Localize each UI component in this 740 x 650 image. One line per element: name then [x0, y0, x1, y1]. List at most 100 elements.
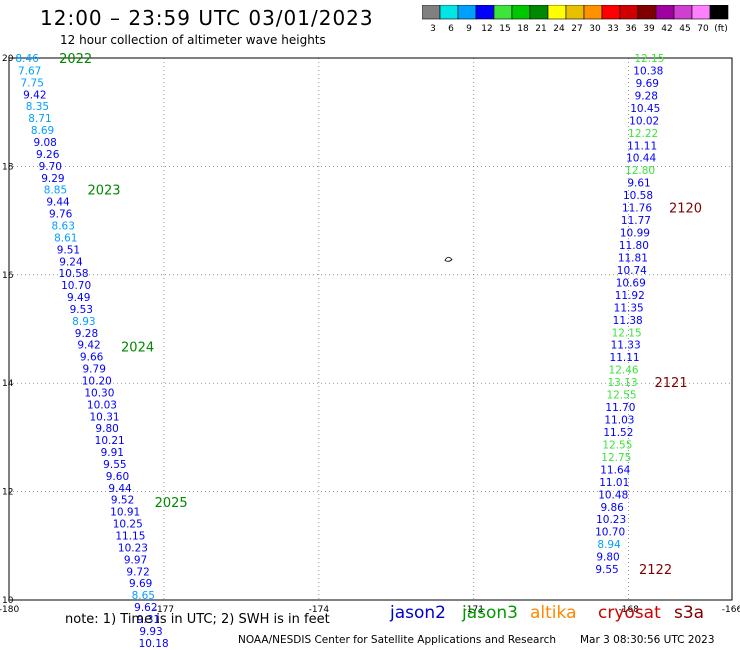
wave-height-value: 8.93 — [72, 316, 95, 328]
wave-height-value: 11.15 — [115, 531, 145, 543]
wave-height-value: 9.28 — [75, 328, 98, 340]
wave-height-value: 9.26 — [36, 149, 60, 161]
wave-height-value: 9.69 — [129, 578, 152, 590]
wave-height-value: 10.21 — [95, 435, 125, 447]
wave-height-value: 9.49 — [67, 292, 90, 304]
wave-height-value: 11.77 — [621, 215, 651, 227]
wave-height-value: 9.44 — [108, 483, 132, 495]
wave-height-value: 10.69 — [616, 277, 646, 289]
wave-height-value: 11.35 — [614, 302, 644, 314]
wave-height-value: 9.52 — [111, 495, 134, 507]
wave-height-value: 9.24 — [59, 256, 83, 268]
wave-height-value: 9.55 — [595, 564, 618, 576]
scale-label: 3 — [430, 24, 436, 34]
wave-height-value: 10.03 — [87, 399, 117, 411]
wave-height-value: 7.67 — [18, 65, 41, 77]
pass-time-label: 2023 — [87, 184, 120, 199]
legend-cryosat: cryosat — [598, 603, 661, 623]
wave-height-value: 11.01 — [599, 477, 629, 489]
wave-height-value: 8.65 — [132, 590, 155, 602]
wave-height-value: 8.69 — [31, 125, 54, 137]
wave-height-value: 9.66 — [80, 352, 104, 364]
wave-height-value: 8.85 — [44, 185, 67, 197]
wave-height-value: 12.15 — [634, 53, 664, 65]
wave-height-value: 9.44 — [46, 197, 70, 209]
wave-height-value: 9.69 — [636, 78, 659, 90]
wave-height-value: 9.42 — [77, 340, 100, 352]
island-outline — [444, 256, 453, 262]
wave-height-value: 9.80 — [95, 423, 118, 435]
wave-height-value: 10.20 — [82, 375, 112, 387]
scale-label: 39 — [643, 24, 655, 34]
wave-height-value: 13.13 — [607, 377, 637, 389]
wave-height-value: 11.80 — [619, 240, 649, 252]
legend-jason3: jason3 — [462, 603, 518, 623]
wave-height-value: 9.29 — [41, 173, 64, 185]
wave-height-value: 12.75 — [601, 452, 631, 464]
wave-height-value: 10.58 — [623, 190, 653, 202]
wave-height-value: 12.46 — [609, 365, 639, 377]
scale-label: 27 — [571, 24, 582, 34]
page-title: 12:00 – 23:59 UTC 03/01/2023 — [40, 6, 374, 30]
scale-label: 24 — [553, 24, 565, 34]
wave-height-value: 10.31 — [90, 411, 120, 423]
wave-height-value: 11.11 — [627, 140, 657, 152]
scale-label: 70 — [697, 24, 709, 34]
wave-height-value: 9.31 — [137, 614, 160, 626]
wave-height-value: 12.55 — [606, 390, 636, 402]
wave-height-value: 9.08 — [33, 137, 56, 149]
wave-height-value: 10.45 — [630, 103, 660, 115]
scale-label: 33 — [607, 24, 618, 34]
footer-timestamp: Mar 3 08:30:56 UTC 2023 — [580, 634, 715, 646]
scale-label: 42 — [661, 24, 672, 34]
scale-label: 45 — [679, 24, 690, 34]
wave-height-value: 10.38 — [633, 65, 663, 77]
pass-time-label: 2122 — [639, 563, 672, 578]
wave-height-value: 11.76 — [622, 203, 652, 215]
wave-height-value: 10.48 — [598, 489, 628, 501]
wave-height-value: 9.62 — [134, 602, 157, 614]
wave-height-value: 9.51 — [57, 244, 80, 256]
footer-credit: NOAA/NESDIS Center for Satellite Applica… — [238, 634, 556, 646]
y-tick-label: 12 — [2, 488, 13, 498]
scale-label: 15 — [499, 24, 510, 34]
y-tick-label: 16 — [2, 271, 14, 281]
wave-height-value: 10.99 — [620, 228, 650, 240]
x-tick-label: -171 — [464, 605, 484, 615]
wave-height-value: 11.38 — [613, 315, 643, 327]
y-tick-label: 10 — [2, 596, 14, 606]
page-subtitle: 12 hour collection of altimeter wave hei… — [60, 33, 326, 47]
wave-height-value: 9.80 — [596, 552, 619, 564]
wave-height-value: 10.23 — [596, 514, 626, 526]
wave-height-value: 10.02 — [629, 115, 659, 127]
y-tick-label: 18 — [2, 162, 14, 172]
wave-height-value: 9.42 — [23, 89, 46, 101]
legend-altika: altika — [530, 603, 577, 623]
x-tick-label: -168 — [618, 605, 639, 615]
wave-height-value: 10.25 — [113, 519, 143, 531]
pass-time-label: 2121 — [655, 376, 688, 391]
wave-height-value: 12.15 — [612, 327, 642, 339]
scale-swatch — [709, 5, 729, 20]
scale-label: 6 — [448, 24, 454, 34]
scale-label: (ft) — [714, 24, 728, 34]
scale-label: 30 — [589, 24, 601, 34]
wave-height-value: 8.46 — [15, 53, 39, 65]
scale-label: 21 — [535, 24, 546, 34]
wave-height-value: 8.94 — [597, 539, 621, 551]
wave-height-value: 11.81 — [618, 252, 648, 264]
x-tick-label: -174 — [309, 605, 330, 615]
wave-height-value: 8.35 — [26, 101, 49, 113]
wave-height-value: 9.93 — [139, 626, 162, 638]
x-tick-label: -166 — [722, 605, 740, 615]
wave-height-value: 9.86 — [600, 502, 624, 514]
wave-height-value: 9.76 — [49, 209, 73, 221]
pass-time-label: 2120 — [669, 202, 702, 217]
wave-height-value: 8.61 — [54, 232, 77, 244]
wave-height-value: 10.70 — [595, 527, 625, 539]
wave-height-value: 9.97 — [124, 554, 147, 566]
scale-label: 36 — [625, 24, 637, 34]
wave-height-value: 9.70 — [39, 161, 62, 173]
